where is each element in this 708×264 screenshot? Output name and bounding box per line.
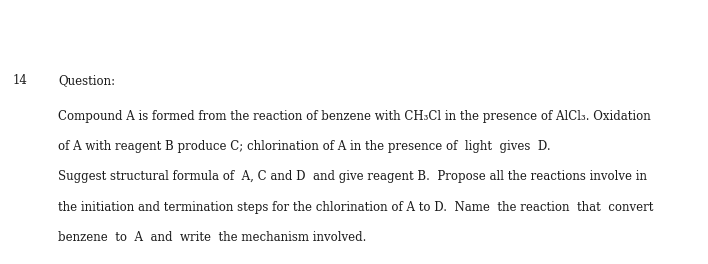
Text: benzene  to  A  and  write  the mechanism involved.: benzene to A and write the mechanism inv… xyxy=(58,231,367,244)
Text: the initiation and termination steps for the chlorination of A to D.  Name  the : the initiation and termination steps for… xyxy=(58,201,653,214)
Text: Question:: Question: xyxy=(58,74,115,87)
Text: 14: 14 xyxy=(13,74,28,87)
Text: of A with reagent B produce C; chlorination of A in the presence of  light  give: of A with reagent B produce C; chlorinat… xyxy=(58,140,551,153)
Text: Compound A is formed from the reaction of benzene with CH₃Cl in the presence of : Compound A is formed from the reaction o… xyxy=(58,110,651,122)
Text: Suggest structural formula of  A, C and D  and give reagent B.  Propose all the : Suggest structural formula of A, C and D… xyxy=(58,170,647,183)
